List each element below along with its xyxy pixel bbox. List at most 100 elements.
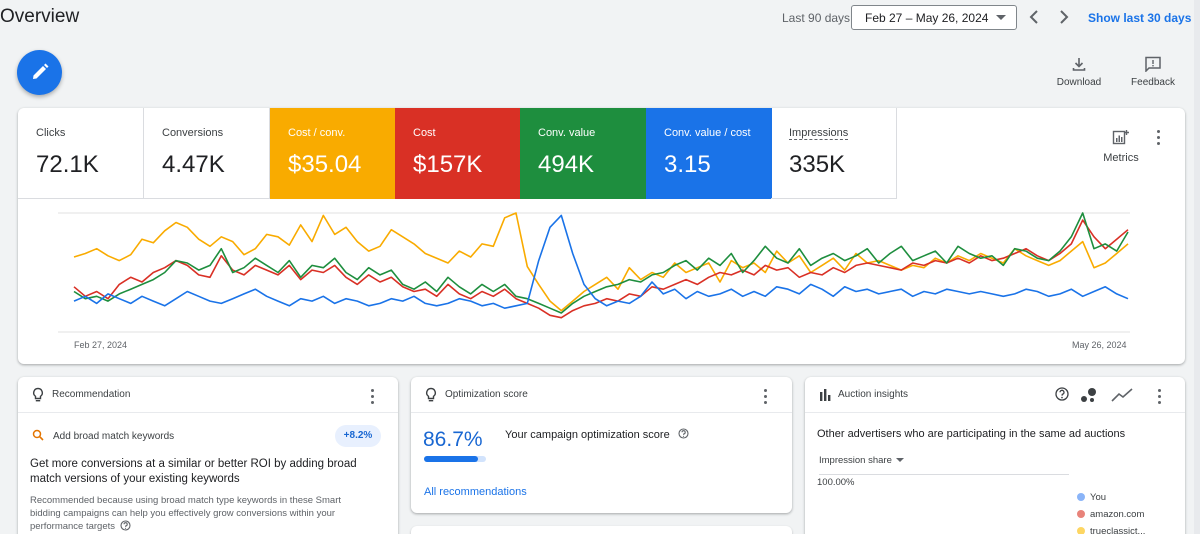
impression-share-select[interactable]: Impression share xyxy=(819,455,1069,475)
trend-line-icon[interactable] xyxy=(1111,387,1133,403)
legend-item-amazon: amazon.com xyxy=(1077,509,1144,520)
chevron-left-icon xyxy=(1029,10,1038,24)
optimization-score-label: Your campaign optimization score xyxy=(505,428,689,441)
recommendation-item[interactable]: Add broad match keywords xyxy=(32,429,174,442)
metrics-button[interactable]: Metrics xyxy=(1103,129,1139,164)
metric-value: $35.04 xyxy=(288,151,362,178)
metric-value: 4.47K xyxy=(162,151,225,178)
legend-item-trueclassic: trueclassict... xyxy=(1077,526,1145,534)
series-line-3 xyxy=(73,214,1129,309)
chevron-right-icon xyxy=(1060,10,1069,24)
search-icon xyxy=(32,429,44,441)
recommendation-card: Recommendation Add broad match keywords … xyxy=(18,377,398,534)
lightbulb-icon xyxy=(33,387,43,402)
download-icon xyxy=(1072,58,1086,71)
date-range-select[interactable]: Feb 27 – May 26, 2024 xyxy=(851,5,1017,30)
uplift-badge: +8.2% xyxy=(335,425,381,447)
card-header: Auction insights xyxy=(805,377,1185,413)
add-chart-icon xyxy=(1112,130,1129,145)
metric-label: Conv. value / cost xyxy=(664,127,751,139)
more-options-icon[interactable] xyxy=(371,389,375,407)
more-options-icon[interactable] xyxy=(1157,130,1161,148)
metric-tile-conv-value-per-cost[interactable]: Conv. value / cost 3.15 xyxy=(646,108,772,199)
metric-tile-clicks[interactable]: Clicks 72.1K xyxy=(18,108,144,199)
impression-share-select-value: Impression share xyxy=(819,455,892,466)
metric-tile-impressions[interactable]: Impressions 335K xyxy=(771,108,897,199)
card-title: Recommendation xyxy=(52,389,131,400)
dropdown-caret-icon xyxy=(895,458,904,463)
optimization-score-value: 86.7% xyxy=(423,428,483,451)
y-axis-max-label: 100.00% xyxy=(817,477,855,488)
recommendation-headline: Get more conversions at a similar or bet… xyxy=(30,458,357,485)
bar-chart-icon xyxy=(820,389,831,401)
metric-label: Conversions xyxy=(162,127,224,139)
metric-tile-conv-value[interactable]: Conv. value 494K xyxy=(520,108,646,199)
auction-insights-subtitle: Other advertisers who are participating … xyxy=(817,428,1126,440)
pencil-icon xyxy=(33,63,49,79)
all-recommendations-link[interactable]: All recommendations xyxy=(424,486,527,498)
optimization-score-label-text: Your campaign optimization score xyxy=(505,429,670,441)
legend-dot xyxy=(1077,493,1085,501)
metric-label: Conv. value xyxy=(538,127,596,139)
metric-value: 494K xyxy=(538,151,595,178)
card-header: Recommendation xyxy=(18,377,398,413)
download-label: Download xyxy=(1056,77,1102,88)
card-title: Auction insights xyxy=(838,389,909,400)
metric-label: Clicks xyxy=(36,127,66,139)
feedback-label: Feedback xyxy=(1131,77,1175,88)
scrollbar-track[interactable] xyxy=(1194,0,1200,534)
legend-item-you: You xyxy=(1077,492,1106,503)
dropdown-caret-icon xyxy=(996,15,1006,20)
scatter-chart-icon[interactable] xyxy=(1080,386,1098,404)
metrics-label: Metrics xyxy=(1103,152,1139,164)
next-card-edge xyxy=(411,526,792,534)
card-title: Optimization score xyxy=(445,389,528,400)
legend-label: amazon.com xyxy=(1090,509,1145,520)
series-line-0 xyxy=(73,212,1129,312)
top-bar: Overview Last 90 days Feb 27 – May 26, 2… xyxy=(0,0,1200,40)
auction-insights-card: Auction insights Other advertisers who a… xyxy=(805,377,1185,534)
metric-value: 335K xyxy=(789,151,846,178)
show-last-30-days-link[interactable]: Show last 30 days xyxy=(1088,11,1192,25)
feedback-button[interactable]: Feedback xyxy=(1123,56,1183,88)
metric-value: 3.15 xyxy=(664,151,711,178)
recommendation-description-text: Recommended because using broad match ty… xyxy=(30,495,342,532)
feedback-icon xyxy=(1145,56,1161,72)
previous-period-button[interactable] xyxy=(1026,8,1042,26)
legend-label: You xyxy=(1090,492,1107,503)
optimization-score-card: Optimization score 86.7% Your campaign o… xyxy=(411,377,792,513)
metric-label: Cost xyxy=(413,127,436,139)
x-axis-end-label: May 26, 2024 xyxy=(1072,340,1127,350)
optimization-score-bar-fill xyxy=(424,456,478,462)
metric-label: Cost / conv. xyxy=(288,127,346,139)
page-title: Overview xyxy=(0,6,80,27)
metric-label: Impressions xyxy=(789,127,849,140)
help-icon xyxy=(120,520,131,531)
performance-line-chart xyxy=(58,212,1130,333)
metric-tile-cost[interactable]: Cost $157K xyxy=(395,108,521,199)
more-options-icon[interactable] xyxy=(1158,389,1162,407)
card-header: Optimization score xyxy=(411,377,792,413)
performance-card: Clicks 72.1K Conversions 4.47K Cost / co… xyxy=(18,108,1185,364)
legend-dot xyxy=(1077,510,1085,518)
legend-label: trueclassict... xyxy=(1090,526,1146,534)
range-label: Last 90 days xyxy=(782,11,851,25)
help-icon xyxy=(678,428,689,439)
recommendation-description: Recommended because using broad match ty… xyxy=(30,494,370,533)
download-button[interactable]: Download xyxy=(1049,56,1109,88)
lightbulb-icon xyxy=(426,387,436,402)
more-options-icon[interactable] xyxy=(764,389,768,407)
metric-tile-cost-per-conv[interactable]: Cost / conv. $35.04 xyxy=(270,108,396,199)
series-line-1 xyxy=(73,219,1129,319)
series-line-2 xyxy=(73,212,1129,314)
legend-dot xyxy=(1077,527,1085,534)
metric-value: 72.1K xyxy=(36,151,99,178)
edit-fab-button[interactable] xyxy=(17,50,62,95)
optimization-score-bar xyxy=(424,456,486,462)
metric-value: $157K xyxy=(413,151,483,178)
next-period-button[interactable] xyxy=(1056,8,1072,26)
help-icon[interactable] xyxy=(1055,387,1069,401)
metric-tile-conversions[interactable]: Conversions 4.47K xyxy=(144,108,270,199)
recommendation-item-label: Add broad match keywords xyxy=(53,431,175,442)
date-range-value: Feb 27 – May 26, 2024 xyxy=(865,11,989,25)
